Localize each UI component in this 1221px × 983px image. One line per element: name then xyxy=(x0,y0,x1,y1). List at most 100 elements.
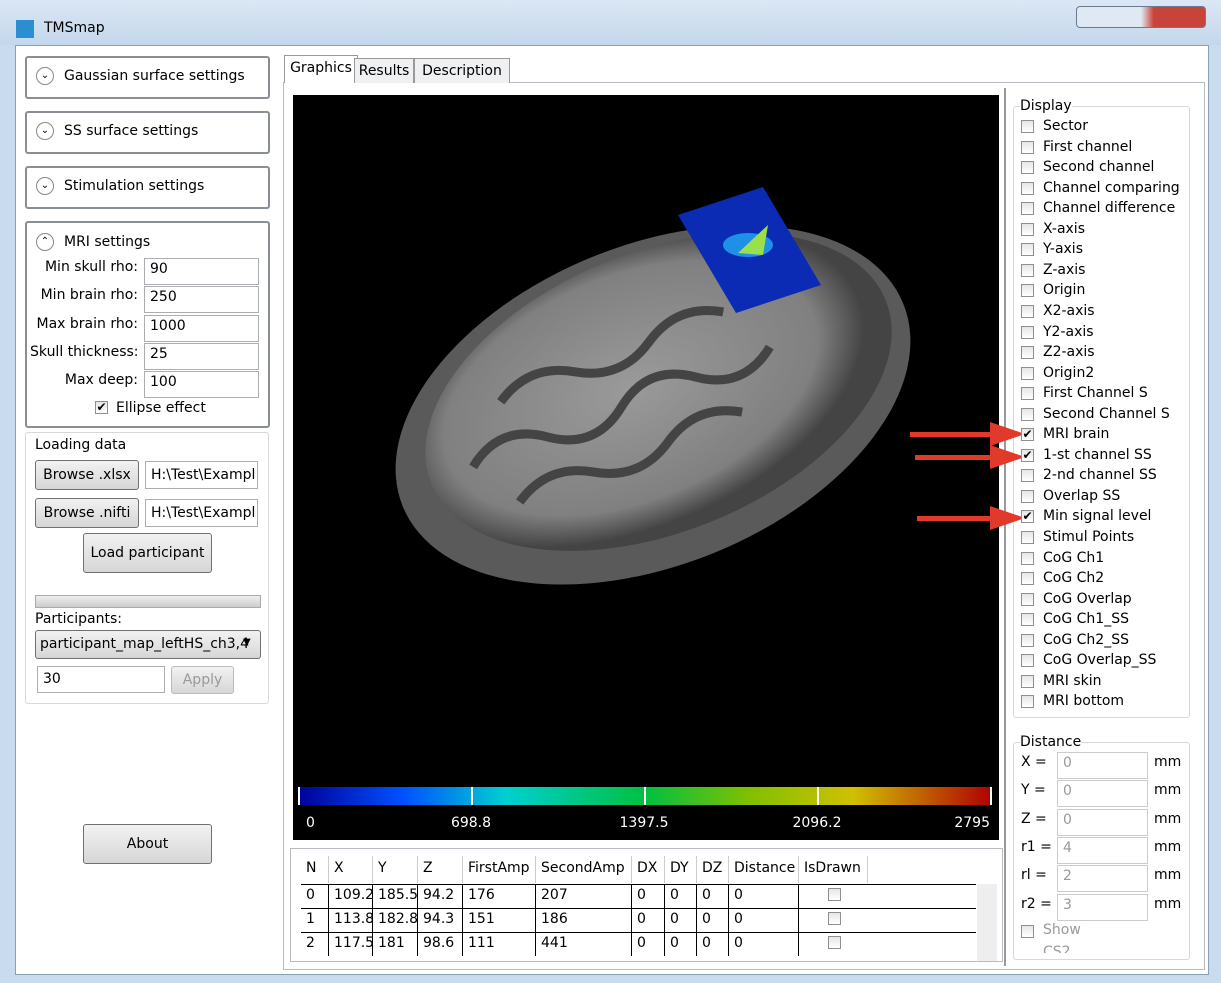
checkbox[interactable] xyxy=(1021,222,1034,236)
checkbox[interactable] xyxy=(1021,284,1034,298)
distance-group xyxy=(1013,742,1190,960)
checkbox-label: Origin2 xyxy=(1043,364,1095,381)
checkbox-label: Z2-axis xyxy=(1043,344,1095,361)
checkbox[interactable] xyxy=(1021,469,1034,483)
checkbox[interactable] xyxy=(1021,489,1034,503)
text-input[interactable]: 90 xyxy=(144,258,259,285)
text-input[interactable]: 25 xyxy=(144,342,259,370)
column-header: Y xyxy=(373,856,418,883)
checkbox[interactable] xyxy=(1021,551,1034,565)
checkbox[interactable] xyxy=(1021,161,1034,175)
checkbox[interactable]: ✔ xyxy=(1021,427,1034,442)
table-scrollbar[interactable] xyxy=(977,884,997,961)
column-header: IsDrawn xyxy=(799,856,868,883)
cell: 0 xyxy=(632,908,665,932)
splitter[interactable] xyxy=(1004,88,1006,966)
checkbox[interactable]: ✔ xyxy=(1021,447,1034,462)
checkbox[interactable] xyxy=(1021,695,1034,709)
text-input[interactable]: 0 xyxy=(1057,780,1148,808)
group-title: Loading data xyxy=(35,437,127,453)
cell: 181 xyxy=(373,932,418,956)
checkbox[interactable] xyxy=(1021,202,1034,216)
cell: 207 xyxy=(536,884,632,908)
expander-toggle[interactable]: ⌄ xyxy=(36,67,54,85)
text-input[interactable]: 30 xyxy=(37,666,165,693)
tab[interactable]: Results xyxy=(354,58,414,83)
checkbox[interactable]: ✔ xyxy=(95,400,108,414)
checkbox-label: Z-axis xyxy=(1043,261,1086,278)
checkbox[interactable] xyxy=(1021,120,1034,133)
button[interactable]: Browse .nifti xyxy=(35,498,139,528)
tab[interactable]: Description xyxy=(414,58,510,83)
window-controls[interactable] xyxy=(1076,6,1206,28)
checkbox[interactable] xyxy=(1021,181,1034,195)
unit-label: mm xyxy=(1154,810,1182,827)
cell-checkbox[interactable] xyxy=(828,936,841,949)
text-input[interactable]: 100 xyxy=(144,371,259,399)
checkbox[interactable] xyxy=(1021,572,1034,586)
combo-box[interactable]: participant_map_leftHS_ch3,4 xyxy=(35,630,261,659)
text-input[interactable]: 3 xyxy=(1057,893,1148,921)
checkbox-label: Stimul Points xyxy=(1043,529,1135,545)
app-icon xyxy=(16,20,34,38)
text-input[interactable]: 0 xyxy=(1057,752,1148,779)
checkbox[interactable] xyxy=(1021,925,1034,938)
checkbox-label: CS2 xyxy=(1043,944,1071,953)
checkbox[interactable]: ✔ xyxy=(1021,509,1034,524)
checkbox[interactable] xyxy=(1021,304,1034,318)
cell: 0 xyxy=(665,932,697,956)
text-input[interactable]: 1000 xyxy=(144,314,259,342)
checkbox[interactable] xyxy=(1021,407,1034,421)
group-title: Display xyxy=(1020,98,1072,114)
expander-toggle[interactable]: ⌃ xyxy=(36,233,54,251)
cell: 0 xyxy=(729,908,799,932)
checkbox-label: Y-axis xyxy=(1043,241,1083,258)
unit-label: mm xyxy=(1154,782,1182,799)
checkbox[interactable] xyxy=(1021,654,1034,668)
button[interactable]: Load participant xyxy=(83,533,212,573)
button[interactable]: Apply xyxy=(171,666,234,694)
cell: 441 xyxy=(536,932,632,956)
checkbox-label: First channel xyxy=(1043,138,1133,155)
colorbar-tick xyxy=(816,787,819,805)
cell: 111 xyxy=(463,932,536,956)
text-input[interactable]: 0 xyxy=(1057,808,1148,836)
button[interactable]: About xyxy=(83,824,212,864)
tab[interactable]: Graphics xyxy=(284,55,358,83)
cell: 176 xyxy=(463,884,536,908)
text-input[interactable]: H:\Test\Exampl xyxy=(145,461,258,489)
expander xyxy=(25,166,270,209)
cell-checkbox[interactable] xyxy=(828,912,841,925)
expander-toggle[interactable]: ⌄ xyxy=(36,122,54,140)
cell: 113.8 xyxy=(329,908,374,932)
checkbox[interactable] xyxy=(1021,613,1034,627)
text-input[interactable]: 250 xyxy=(144,286,259,314)
checkbox[interactable] xyxy=(1021,531,1034,544)
checkbox[interactable] xyxy=(1021,346,1034,360)
cell-checkbox[interactable] xyxy=(828,888,841,901)
text-input[interactable]: 2 xyxy=(1057,865,1148,893)
loading-group xyxy=(25,432,269,704)
field-label: Max deep: xyxy=(64,372,138,389)
checkbox[interactable] xyxy=(1021,140,1034,154)
checkbox[interactable] xyxy=(1021,387,1034,401)
cell: 1 xyxy=(301,908,329,932)
checkbox[interactable] xyxy=(1021,674,1034,688)
cell: 98.6 xyxy=(418,932,463,956)
colorbar-label: 0 xyxy=(306,815,315,831)
cell: 0 xyxy=(697,932,729,956)
checkbox[interactable] xyxy=(1021,592,1034,606)
text-input[interactable]: 4 xyxy=(1057,836,1148,864)
expander xyxy=(25,111,270,154)
checkbox[interactable] xyxy=(1021,263,1034,277)
expander-toggle[interactable]: ⌄ xyxy=(36,177,54,195)
checkbox[interactable] xyxy=(1021,633,1034,647)
text-input[interactable]: H:\Test\Exampl xyxy=(145,499,258,527)
checkbox[interactable] xyxy=(1021,325,1034,339)
checkbox[interactable] xyxy=(1021,366,1034,380)
button[interactable]: Browse .xlsx xyxy=(35,460,139,490)
field-label: Min brain rho: xyxy=(40,287,138,304)
checkbox[interactable] xyxy=(1021,243,1034,257)
expander xyxy=(25,56,270,99)
brain-render xyxy=(395,187,911,585)
